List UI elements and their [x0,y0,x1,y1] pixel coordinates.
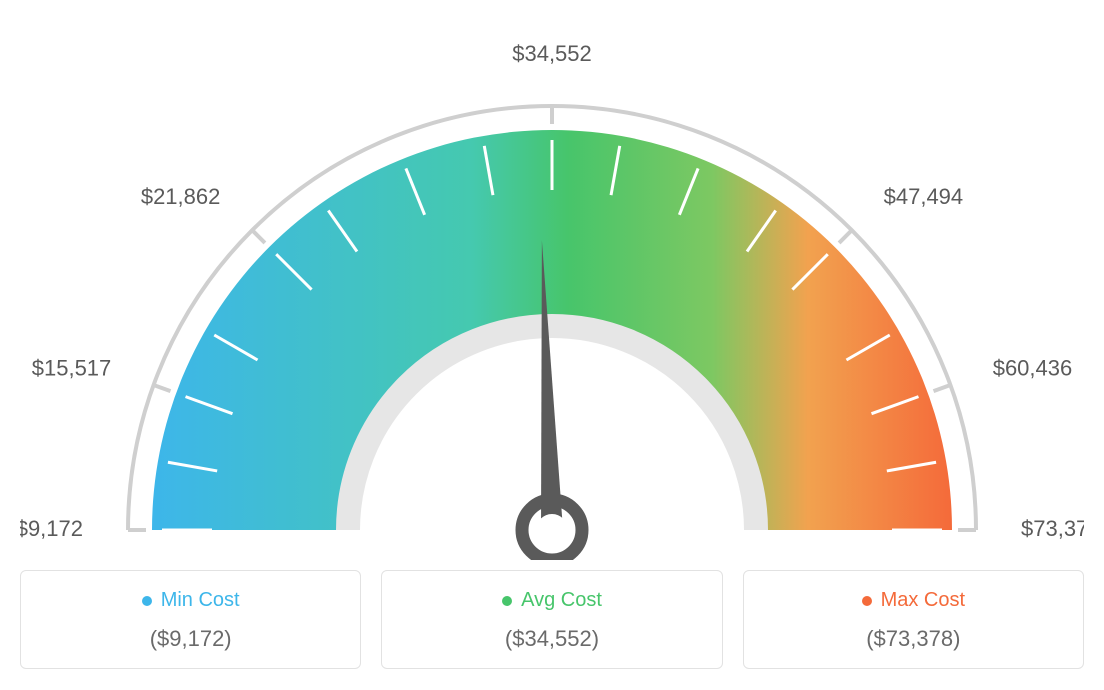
gauge-tick-label: $47,494 [884,184,964,209]
summary-card: Avg Cost ($34,552) [381,570,722,669]
card-value: ($34,552) [392,626,711,652]
gauge-chart-container: $9,172 $15,517 $21,862 $34,552 $47,494 $60,43… [20,20,1084,669]
card-label-row: Min Cost [31,589,350,612]
summary-card: Min Cost ($9,172) [20,570,361,669]
card-dot-icon [142,596,152,606]
card-label: Min Cost [161,589,240,612]
gauge-area: $9,172 $15,517 $21,862 $34,552 $47,494 $60,43… [20,20,1084,560]
gauge-tick-label: $9,172 [20,516,83,541]
gauge-tick-label: $60,436 [993,355,1073,380]
card-label: Max Cost [881,589,965,612]
gauge-tick-label: $34,552 [512,41,592,66]
card-value: ($73,378) [754,626,1073,652]
gauge-svg: $9,172 $15,517 $21,862 $34,552 $47,494 $60,43… [20,20,1084,560]
card-dot-icon [862,596,872,606]
gauge-tick-label: $15,517 [32,355,112,380]
card-value: ($9,172) [31,626,350,652]
summary-cards: Min Cost ($9,172) Avg Cost ($34,552) Max Cos… [20,570,1084,669]
card-label-row: Avg Cost [392,589,711,612]
card-dot-icon [502,596,512,606]
summary-card: Max Cost ($73,378) [743,570,1084,669]
card-label: Avg Cost [521,589,602,612]
gauge-tick-label: $21,862 [141,184,221,209]
card-label-row: Max Cost [754,589,1073,612]
gauge-tick-label: $73,378 [1021,516,1084,541]
